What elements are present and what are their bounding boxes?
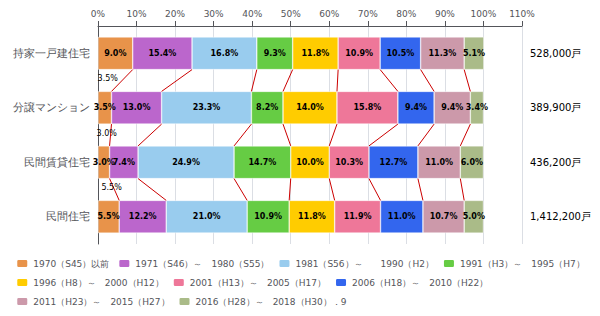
svg-text:1996（H8）～ 2000（H12）: 1996（H8）～ 2000（H12） — [33, 278, 164, 288]
svg-text:民間賃貸住宅: 民間賃貸住宅 — [24, 156, 90, 169]
svg-text:11.9%: 11.9% — [344, 212, 372, 221]
svg-text:2011（H23）～ 2015（H27）: 2011（H23）～ 2015（H27） — [33, 297, 169, 307]
svg-text:1970（S45）以前: 1970（S45）以前 — [33, 259, 109, 269]
svg-text:389,900戸: 389,900戸 — [530, 102, 581, 113]
svg-text:14.7%: 14.7% — [249, 158, 277, 167]
svg-text:持家一戸建住宅: 持家一戸建住宅 — [13, 47, 90, 60]
svg-text:90%: 90% — [435, 9, 455, 19]
svg-text:80%: 80% — [396, 9, 416, 19]
svg-text:50%: 50% — [281, 9, 301, 19]
svg-text:分譲マンション: 分譲マンション — [13, 101, 90, 114]
svg-text:10.9%: 10.9% — [345, 49, 373, 58]
svg-text:3.0%: 3.0% — [97, 129, 118, 138]
svg-text:3.5%: 3.5% — [98, 74, 119, 83]
svg-text:9.4%: 9.4% — [405, 103, 427, 112]
svg-text:10.5%: 10.5% — [387, 49, 415, 58]
svg-text:15.4%: 15.4% — [148, 49, 176, 58]
svg-text:23.3%: 23.3% — [193, 103, 221, 112]
svg-text:3.0%: 3.0% — [93, 158, 115, 167]
svg-text:12.2%: 12.2% — [129, 212, 157, 221]
svg-text:民間住宅: 民間住宅 — [46, 210, 90, 223]
svg-text:5.1%: 5.1% — [463, 49, 485, 58]
svg-text:2016（H28）～ 2018（H30）．9: 2016（H28）～ 2018（H30）．9 — [196, 297, 347, 307]
svg-text:11.3%: 11.3% — [429, 49, 457, 58]
svg-text:100%: 100% — [471, 9, 497, 19]
svg-text:528,000戸: 528,000戸 — [530, 48, 581, 59]
svg-text:0%: 0% — [91, 9, 106, 19]
svg-text:70%: 70% — [358, 9, 378, 19]
svg-text:110%: 110% — [509, 9, 535, 19]
svg-text:1,412,200戸: 1,412,200戸 — [530, 211, 591, 222]
svg-text:10.9%: 10.9% — [254, 212, 282, 221]
svg-text:40%: 40% — [242, 9, 262, 19]
svg-text:1991（H3）～ 1995（H7）: 1991（H3）～ 1995（H7） — [460, 259, 585, 269]
svg-text:30%: 30% — [204, 9, 224, 19]
svg-text:3.4%: 3.4% — [466, 103, 488, 112]
svg-text:1981（S56）～ 1990（H2）: 1981（S56）～ 1990（H2） — [295, 259, 433, 269]
svg-text:6.0%: 6.0% — [461, 158, 483, 167]
svg-text:11.8%: 11.8% — [302, 49, 330, 58]
svg-text:21.0%: 21.0% — [193, 212, 221, 221]
svg-text:436,200戸: 436,200戸 — [530, 157, 581, 168]
svg-text:7.4%: 7.4% — [113, 158, 135, 167]
svg-text:10.7%: 10.7% — [430, 212, 458, 221]
svg-text:10%: 10% — [127, 9, 147, 19]
svg-text:9.4%: 9.4% — [441, 103, 463, 112]
svg-text:10.0%: 10.0% — [296, 158, 324, 167]
svg-text:1971（S46）～ 1980（S55）: 1971（S46）～ 1980（S55） — [135, 259, 269, 269]
svg-text:60%: 60% — [319, 9, 339, 19]
svg-text:14.0%: 14.0% — [296, 103, 324, 112]
svg-text:15.8%: 15.8% — [354, 103, 382, 112]
svg-text:13.0%: 13.0% — [123, 103, 151, 112]
svg-text:20%: 20% — [165, 9, 185, 19]
svg-text:3.5%: 3.5% — [94, 103, 116, 112]
svg-text:11.0%: 11.0% — [388, 212, 416, 221]
svg-text:16.8%: 16.8% — [211, 49, 239, 58]
svg-text:10.3%: 10.3% — [335, 158, 363, 167]
svg-text:5.5%: 5.5% — [101, 183, 122, 192]
svg-text:5.0%: 5.0% — [463, 212, 485, 221]
svg-text:8.2%: 8.2% — [256, 103, 278, 112]
svg-text:9.0%: 9.0% — [104, 49, 126, 58]
svg-text:12.7%: 12.7% — [380, 158, 408, 167]
svg-text:9.3%: 9.3% — [264, 49, 286, 58]
svg-text:11.8%: 11.8% — [298, 212, 326, 221]
svg-text:2001（H13）～ 2005（H17）: 2001（H13）～ 2005（H17） — [190, 278, 326, 288]
svg-text:5.5%: 5.5% — [98, 212, 120, 221]
svg-text:24.9%: 24.9% — [172, 158, 200, 167]
svg-text:2006（H18）～ 2010（H22）: 2006（H18）～ 2010（H22） — [352, 278, 488, 288]
svg-text:11.0%: 11.0% — [425, 158, 453, 167]
